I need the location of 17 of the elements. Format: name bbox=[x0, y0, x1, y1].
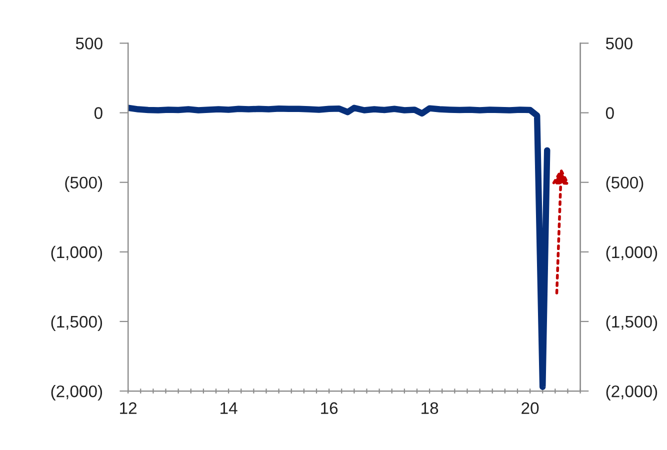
y2-tick-label: 0 bbox=[606, 107, 614, 119]
y-tick-label: (1,500) bbox=[51, 315, 102, 331]
x-tick-label: 14 bbox=[220, 402, 238, 414]
y2-tick-label: (1,500) bbox=[606, 315, 658, 331]
x-tick-label: 12 bbox=[120, 402, 136, 414]
y-tick-label: (2,000) bbox=[51, 385, 102, 401]
y-tick-label: (500) bbox=[65, 176, 102, 192]
y-tick-label: 0 bbox=[94, 107, 102, 119]
x-tick-label: 16 bbox=[321, 402, 338, 414]
y-tick-label: 500 bbox=[76, 38, 102, 50]
x-tick-label: 18 bbox=[422, 402, 438, 414]
x-tick-label: 20 bbox=[522, 402, 539, 414]
y2-tick-label: (1,000) bbox=[606, 246, 658, 262]
y-tick-label: (1,000) bbox=[51, 246, 102, 262]
y2-tick-label: (500) bbox=[606, 176, 644, 192]
y2-tick-label: (2,000) bbox=[606, 385, 658, 401]
y2-tick-label: 500 bbox=[606, 38, 632, 50]
